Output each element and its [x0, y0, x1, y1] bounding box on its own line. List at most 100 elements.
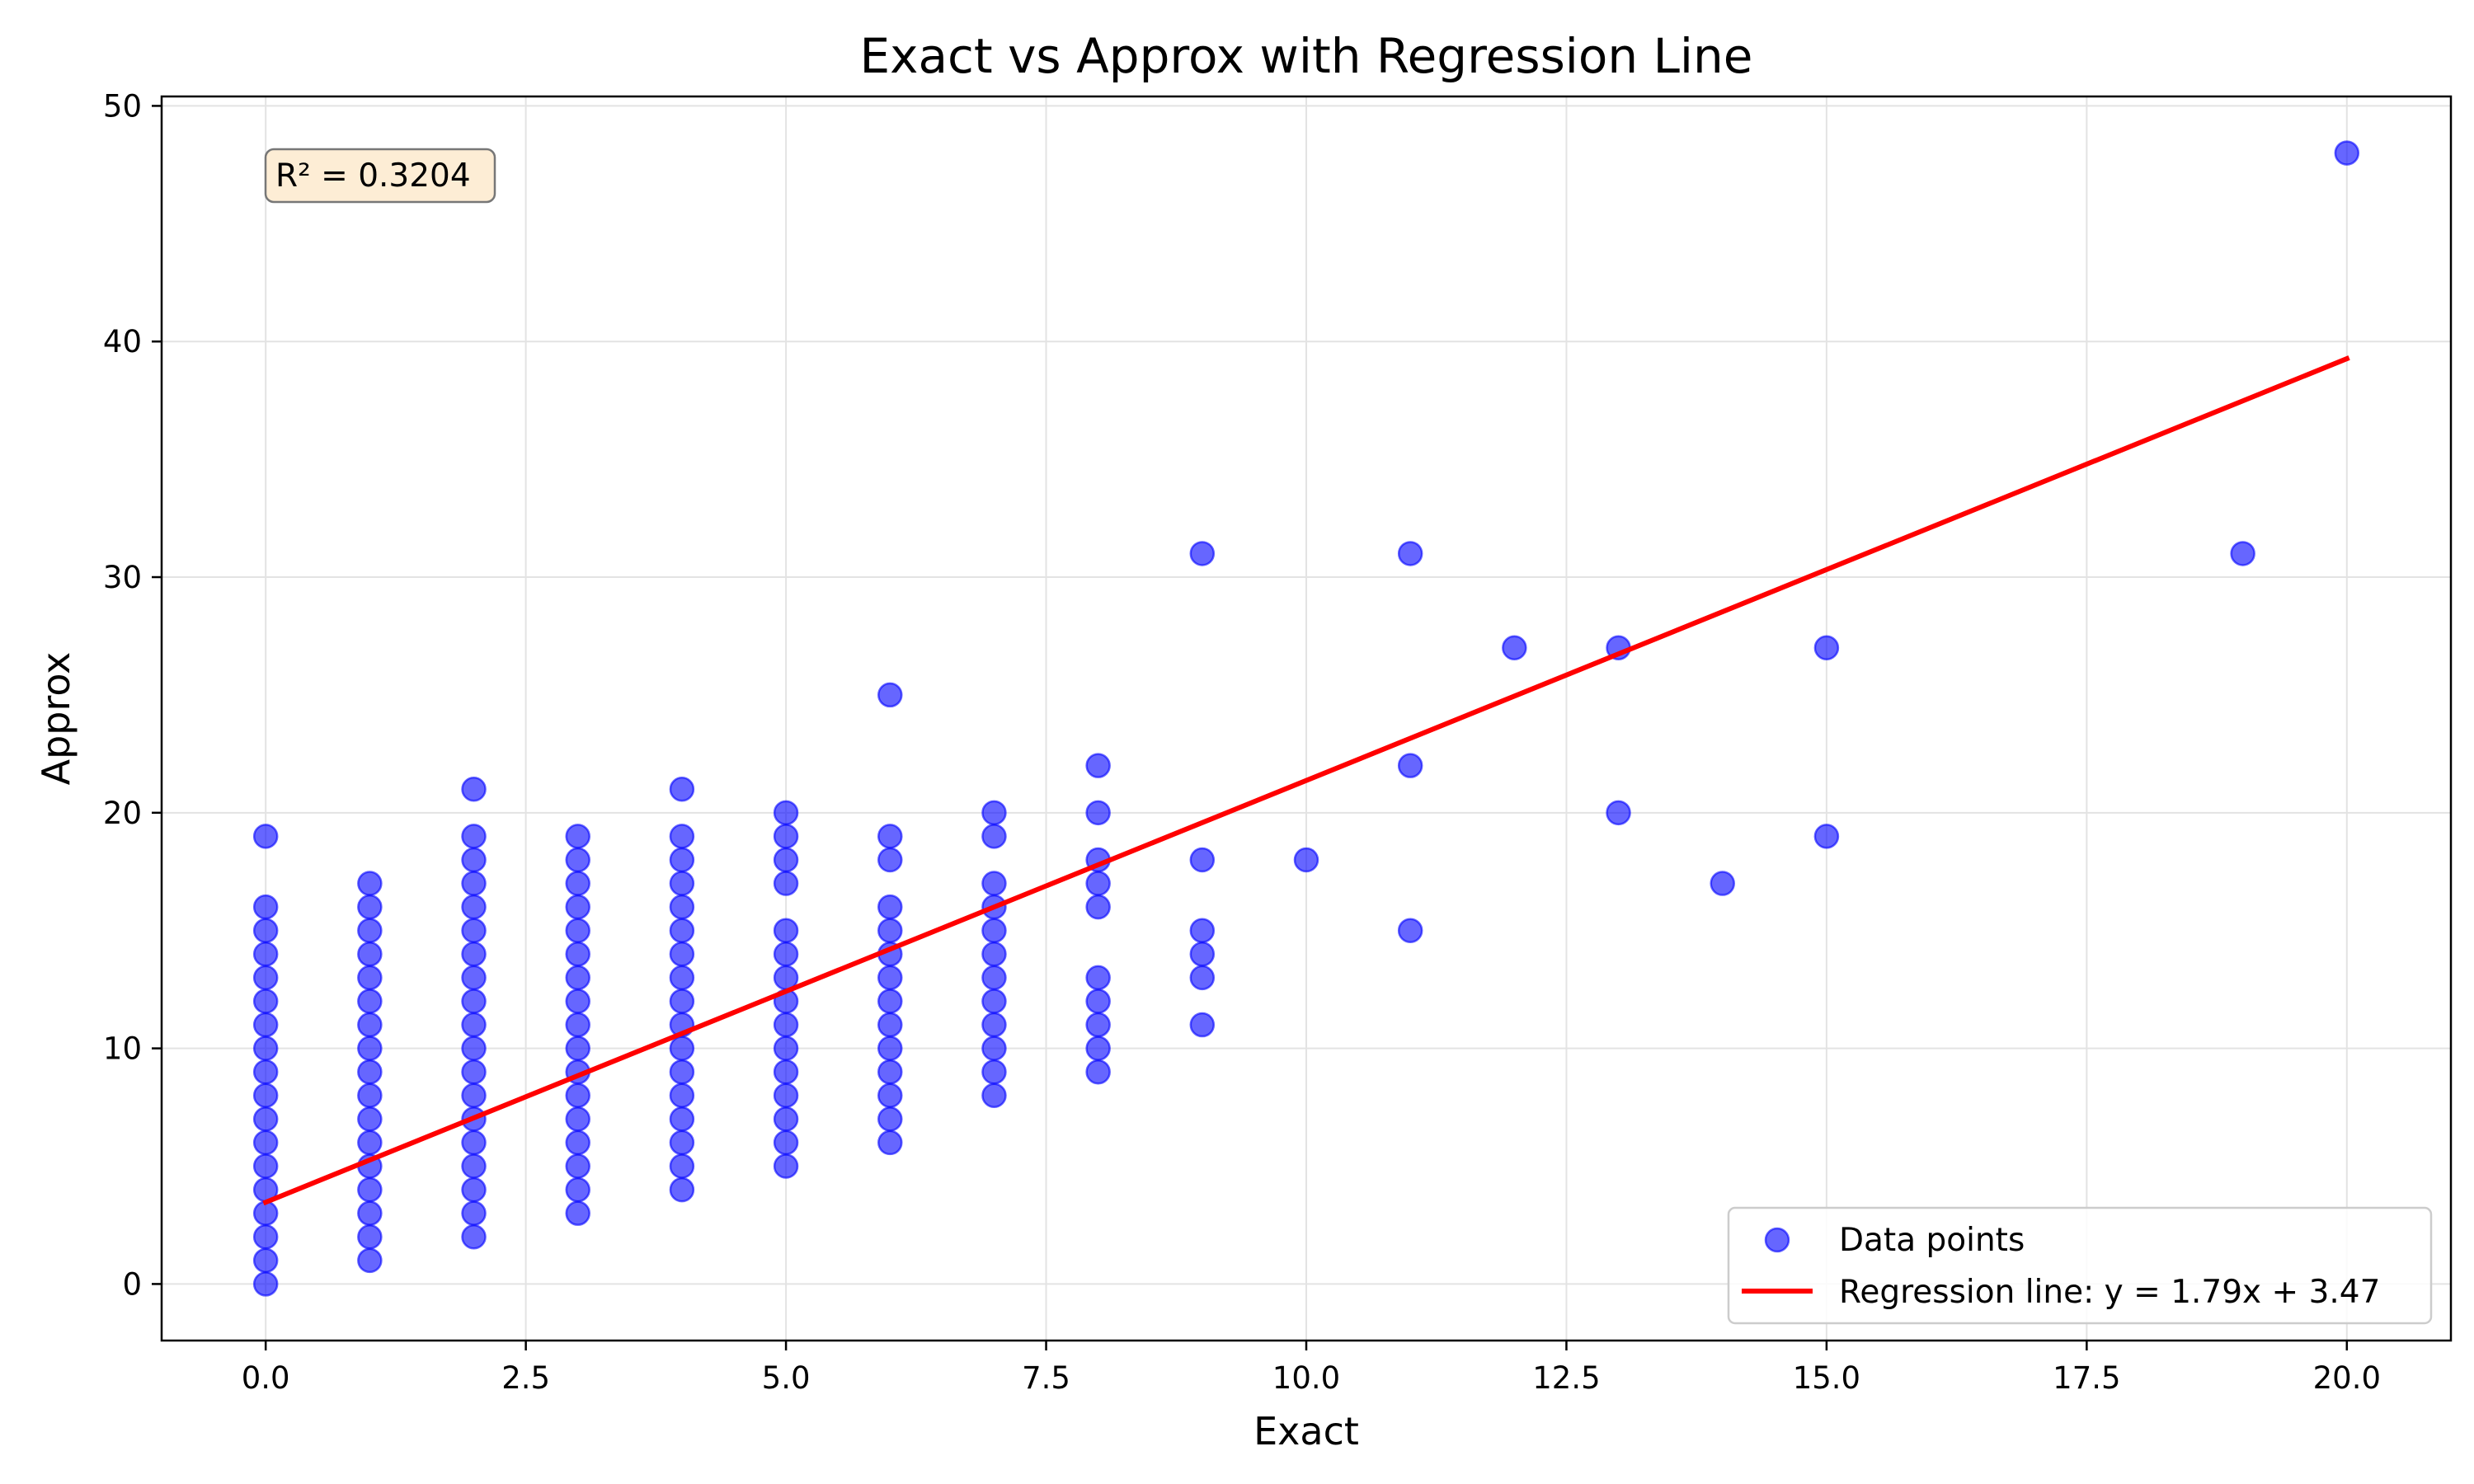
data-point	[565, 1200, 590, 1226]
data-point	[461, 1059, 487, 1085]
data-point	[461, 1200, 487, 1226]
data-layer	[252, 140, 2360, 1297]
data-point	[565, 918, 590, 943]
data-point	[2230, 541, 2255, 566]
data-point	[981, 918, 1007, 943]
y-tick-label: 20	[103, 796, 142, 831]
data-point	[565, 847, 590, 873]
data-point	[461, 894, 487, 920]
data-point	[669, 1036, 695, 1061]
data-point	[1085, 871, 1111, 896]
data-point	[357, 871, 383, 896]
data-point	[1085, 1036, 1111, 1061]
data-point	[669, 824, 695, 849]
data-point	[565, 871, 590, 896]
data-point	[565, 989, 590, 1014]
data-point	[877, 1082, 903, 1109]
data-point	[461, 871, 487, 896]
data-point	[1813, 824, 1840, 849]
x-tick-label: 20.0	[2313, 1360, 2381, 1396]
data-point	[357, 1129, 383, 1156]
data-point	[981, 1082, 1007, 1109]
data-point	[669, 965, 695, 991]
data-point	[461, 847, 487, 873]
data-point	[773, 918, 799, 943]
data-point	[357, 1012, 383, 1038]
data-point	[565, 1176, 590, 1203]
r-squared-annotation-box	[264, 148, 496, 204]
data-point	[252, 965, 279, 991]
data-point	[669, 894, 695, 920]
data-point	[981, 1059, 1007, 1085]
data-point	[669, 1176, 695, 1203]
data-point	[252, 1247, 279, 1274]
data-point	[357, 1059, 383, 1085]
r-squared-text: R² = 0.3204	[275, 157, 471, 195]
data-point	[461, 776, 487, 802]
data-point	[877, 1059, 903, 1085]
legend-label-regression-line: Regression line: y = 1.79x + 3.47	[1839, 1274, 2380, 1311]
data-point	[252, 1082, 279, 1109]
data-point	[461, 1082, 487, 1109]
y-tick-label: 0	[122, 1266, 142, 1302]
legend-marker-data-points	[1764, 1227, 1790, 1253]
legend-label-data-points: Data points	[1839, 1222, 2025, 1259]
data-point	[669, 1153, 695, 1179]
data-point	[357, 1106, 383, 1132]
data-point	[981, 1012, 1007, 1038]
x-tick-label: 2.5	[501, 1360, 550, 1396]
data-point	[1085, 1059, 1111, 1085]
data-point	[669, 989, 695, 1014]
data-point	[1189, 1012, 1216, 1038]
data-point	[981, 824, 1007, 849]
x-tick-label: 12.5	[1532, 1360, 1600, 1396]
data-point	[773, 1036, 799, 1061]
data-point	[461, 1176, 487, 1203]
data-point	[877, 1106, 903, 1132]
data-point	[877, 824, 903, 849]
data-point	[252, 1106, 279, 1132]
r-squared-annotation: R² = 0.3204	[264, 148, 496, 204]
data-point	[252, 1059, 279, 1085]
data-point	[1293, 847, 1319, 873]
data-point	[357, 942, 383, 967]
data-point	[981, 965, 1007, 991]
data-point	[461, 918, 487, 943]
y-tick-label: 50	[103, 88, 142, 124]
data-point	[981, 989, 1007, 1014]
data-point	[1189, 918, 1216, 943]
data-point	[357, 965, 383, 991]
data-point	[1189, 847, 1216, 873]
data-point	[877, 918, 903, 943]
data-point	[877, 894, 903, 920]
data-point	[981, 1036, 1007, 1061]
data-point	[2334, 140, 2360, 166]
data-point	[1189, 965, 1216, 991]
data-point	[877, 965, 903, 991]
data-point	[669, 1129, 695, 1156]
data-point	[252, 918, 279, 943]
data-point	[461, 1012, 487, 1038]
data-point	[981, 800, 1007, 826]
data-point	[669, 847, 695, 873]
data-point	[1085, 1012, 1111, 1038]
data-point	[1606, 800, 1631, 826]
data-point	[357, 918, 383, 943]
y-tick-label: 10	[103, 1031, 142, 1067]
data-point	[877, 682, 903, 708]
data-point	[1085, 965, 1111, 991]
regression-line	[262, 355, 2350, 1206]
y-tick-label: 40	[103, 324, 142, 359]
data-point	[252, 989, 279, 1014]
data-point	[773, 847, 799, 873]
data-point	[252, 1129, 279, 1156]
data-point	[1085, 894, 1111, 920]
x-tick-label: 17.5	[2053, 1360, 2120, 1396]
data-point	[773, 1082, 799, 1109]
data-point	[461, 1153, 487, 1179]
data-point	[773, 1012, 799, 1038]
data-point	[1710, 871, 1735, 896]
data-point	[565, 1036, 590, 1061]
